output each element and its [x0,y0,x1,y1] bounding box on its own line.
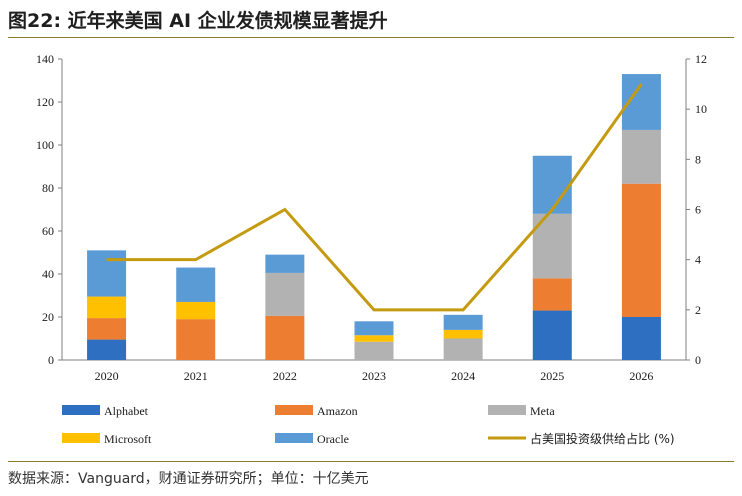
bar-segment-alphabet [621,317,661,360]
y-tick-label: 120 [36,95,54,109]
y2-tick-label: 12 [695,52,707,66]
y2-tick-label: 4 [695,253,701,267]
y-tick-label: 100 [36,138,54,152]
y2-tick-label: 2 [695,303,701,317]
legend-label: Alphabet [104,404,149,418]
y2-tick-label: 8 [695,152,701,166]
bar-segment-microsoft [176,301,216,320]
bar-segment-alphabet [87,339,127,360]
y-tick-label: 0 [48,353,54,367]
bar-segment-oracle [443,314,483,330]
plot-area: 0 20 40 60 80 100 120 140 0 2 4 6 8 10 12 2020 2021 2022 2… [36,52,707,383]
bar-segment-meta [621,129,661,184]
legend-swatch-meta [488,405,526,415]
bar-segment-amazon [176,319,216,360]
x-tick-label: 2023 [362,369,386,383]
bar-segment-oracle [354,321,394,336]
x-tick-label: 2021 [184,369,208,383]
x-tick-label: 2024 [451,369,475,383]
bar-segment-oracle [265,254,305,273]
bar-segment-amazon [87,318,127,340]
y-tick-label: 20 [42,310,54,324]
chart-title: 图22: 近年来美国 AI 企业发债规模显著提升 [8,10,388,32]
bar-segment-meta [443,338,483,360]
legend-label: Oracle [317,432,349,446]
y-tick-label: 60 [42,224,54,238]
title-divider [8,37,734,38]
bar-segment-oracle [532,155,572,214]
bar-segment-meta [354,341,394,360]
x-tick-label: 2025 [540,369,564,383]
legend-swatch-oracle [275,433,313,443]
bar-segment-amazon [532,278,572,311]
x-tick-label: 2020 [95,369,119,383]
bar-segment-amazon [621,183,661,317]
legend-swatch-alphabet [62,405,100,415]
legend-swatch-microsoft [62,433,100,443]
bar-segment-meta [265,272,305,316]
x-tick-label: 2026 [629,369,653,383]
legend-label: Meta [530,404,555,418]
bar-segment-amazon [265,315,305,360]
y-tick-label: 140 [36,52,54,66]
chart-legend: Alphabet Amazon Meta Microsoft Oracle 占美国投资级供… [62,404,675,446]
legend-label: 占美国投资级供给占比 (%) [530,431,675,446]
bar-segment-alphabet [532,310,572,360]
y2-tick-label: 10 [695,102,707,116]
bar-segment-microsoft [443,329,483,339]
y-tick-label: 80 [42,181,54,195]
legend-label: Amazon [317,404,358,418]
source-divider [8,461,734,462]
stacked-bar-line-chart: 0 20 40 60 80 100 120 140 0 2 4 6 8 10 12 2020 2021 2022 2… [36,52,707,446]
bar-segment-oracle [176,267,216,302]
bar-segment-microsoft [87,296,127,319]
legend-label: Microsoft [104,432,152,446]
y-tick-label: 40 [42,267,54,281]
data-source-note: 数据来源：Vanguard，财通证券研究所；单位：十亿美元 [8,471,369,487]
bar-segment-oracle [87,250,127,297]
bar-segment-microsoft [354,335,394,342]
y2-tick-label: 6 [695,203,701,217]
legend-swatch-amazon [275,405,313,415]
x-tick-label: 2022 [273,369,297,383]
y2-tick-label: 0 [695,353,701,367]
